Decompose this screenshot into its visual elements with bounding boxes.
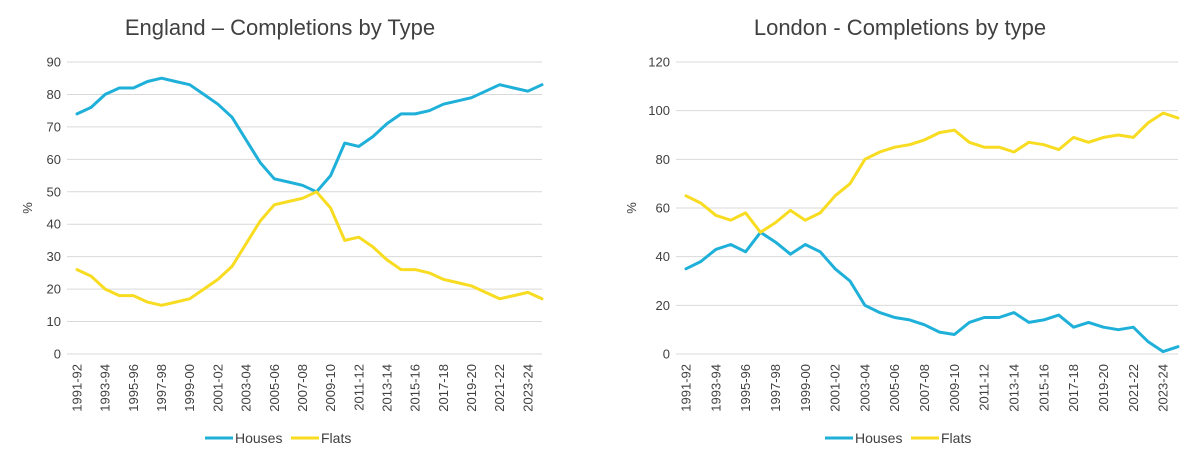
x-tick-label: 2007-08: [295, 364, 310, 412]
y-tick-label: 60: [47, 152, 61, 167]
flats-line: [75, 190, 544, 307]
y-tick-label: 30: [47, 249, 61, 264]
x-tick-label: 2013-14: [1007, 364, 1022, 412]
x-tick-label: 1999-00: [798, 364, 813, 412]
x-tick-label: 2003-04: [857, 364, 872, 412]
x-tick-label: 2007-08: [917, 364, 932, 412]
x-tick-label: 1995-96: [126, 364, 141, 412]
chart-title: London - Completions by type: [754, 15, 1046, 40]
houses-line: [684, 230, 1180, 354]
x-tick-label: 1991-92: [679, 364, 694, 412]
houses-line: [75, 76, 544, 194]
x-tick-label: 2005-06: [267, 364, 282, 412]
x-tick-label: 2015-16: [1036, 364, 1051, 412]
chart-title: England – Completions by Type: [125, 15, 435, 40]
x-tick-label: 1995-96: [738, 364, 753, 412]
x-tick-label: 2015-16: [408, 364, 423, 412]
y-tick-label: 0: [54, 347, 61, 362]
x-tick-label: 1993-94: [98, 364, 113, 412]
x-tick-label: 2001-02: [210, 364, 225, 412]
y-tick-label: 20: [47, 282, 61, 297]
x-tick-label: 2019-20: [464, 364, 479, 412]
x-tick-label: 1993-94: [708, 364, 723, 412]
x-tick-label: 2019-20: [1096, 364, 1111, 412]
x-tick-label: 1997-98: [768, 364, 783, 412]
x-tick-label: 2021-22: [1126, 364, 1141, 412]
y-tick-label: 40: [656, 249, 670, 264]
x-tick-label: 1999-00: [182, 364, 197, 412]
x-tick-label: 2013-14: [380, 364, 395, 412]
y-axis-label: %: [20, 202, 35, 214]
x-tick-label: 2011-12: [351, 364, 366, 411]
legend-label-houses: Houses: [235, 430, 282, 446]
x-tick-label: 1991-92: [70, 364, 85, 412]
x-tick-label: 2003-04: [239, 364, 254, 412]
x-tick-label: 2017-18: [1066, 364, 1081, 412]
x-tick-label: 2009-10: [323, 364, 338, 412]
x-tick-label: 2005-06: [887, 364, 902, 412]
x-tick-label: 2017-18: [436, 364, 451, 412]
y-tick-label: 50: [47, 184, 61, 199]
y-tick-label: 0: [663, 347, 670, 362]
y-tick-label: 10: [47, 314, 61, 329]
y-axis-label: %: [624, 202, 639, 214]
england-completions-chart: England – Completions by Type 0 10 20 30 40 50…: [20, 15, 544, 446]
y-tick-label: 90: [47, 55, 61, 70]
x-tick-label: 2009-10: [947, 364, 962, 412]
flats-line: [684, 111, 1180, 234]
y-tick-label: 40: [47, 217, 61, 232]
x-tick-label: 2023-24: [520, 364, 535, 412]
y-tick-label: 120: [648, 55, 670, 70]
y-tick-label: 70: [47, 119, 61, 134]
y-tick-label: 80: [47, 87, 61, 102]
legend-label-houses: Houses: [855, 430, 902, 446]
y-tick-label: 80: [656, 152, 670, 167]
x-tick-label: 1997-98: [154, 364, 169, 412]
x-tick-label: 2023-24: [1156, 364, 1171, 412]
x-tick-label: 2021-22: [492, 364, 507, 412]
y-tick-label: 60: [656, 201, 670, 216]
legend-label-flats: Flats: [321, 430, 351, 446]
x-tick-label: 2011-12: [977, 364, 992, 411]
y-tick-label: 100: [648, 103, 670, 118]
london-completions-chart: London - Completions by type 0 20 40 60 80 100…: [624, 15, 1180, 446]
legend-label-flats: Flats: [941, 430, 971, 446]
y-tick-label: 20: [656, 298, 670, 313]
x-tick-label: 2001-02: [828, 364, 843, 412]
